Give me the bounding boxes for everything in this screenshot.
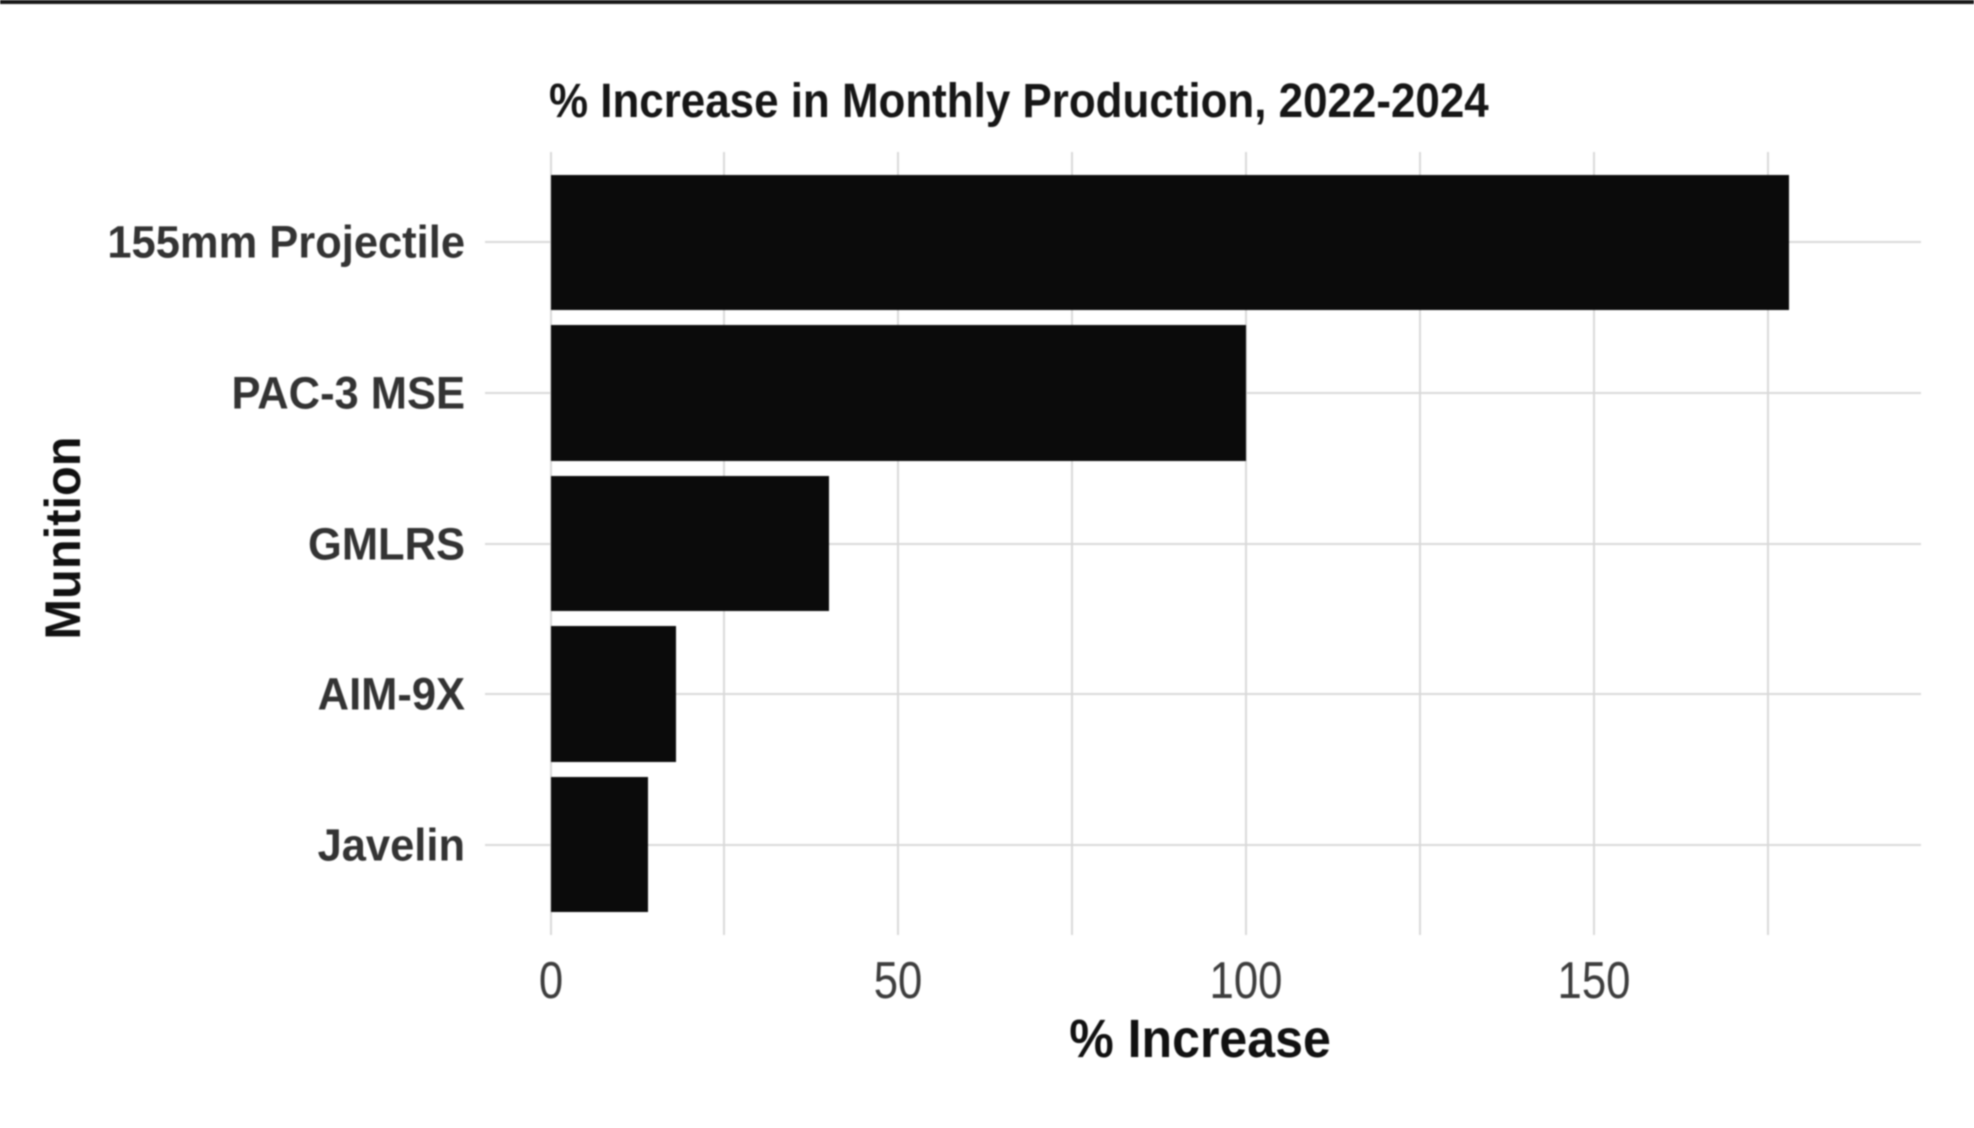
bar-aim-9x — [550, 626, 676, 762]
category-label: AIM-9X — [317, 668, 465, 720]
x-tick-label: 150 — [1557, 952, 1631, 1010]
bar-gmlrs — [550, 475, 829, 612]
category-label: 155mm Projectile — [107, 216, 465, 268]
plot-area — [485, 152, 1921, 935]
bar-pac-3-mse — [550, 325, 1247, 461]
y-axis-title: Munition — [35, 436, 91, 640]
y-gridline — [485, 843, 1921, 846]
x-tick-label: 50 — [874, 952, 923, 1010]
category-label: PAC-3 MSE — [231, 367, 465, 419]
y-gridline — [485, 542, 1921, 545]
category-label: Javelin — [317, 819, 465, 871]
top-border-line — [0, 0, 1974, 4]
y-gridline — [485, 693, 1921, 696]
x-tick-label: 100 — [1209, 952, 1283, 1010]
x-tick-label: 0 — [538, 952, 563, 1010]
x-axis-title: % Increase — [1069, 1009, 1331, 1069]
bar-155mm-projectile — [550, 174, 1790, 311]
bar-javelin — [550, 776, 648, 913]
chart-title: % Increase in Monthly Production, 2022-2… — [549, 75, 1489, 128]
category-label: GMLRS — [308, 518, 465, 569]
